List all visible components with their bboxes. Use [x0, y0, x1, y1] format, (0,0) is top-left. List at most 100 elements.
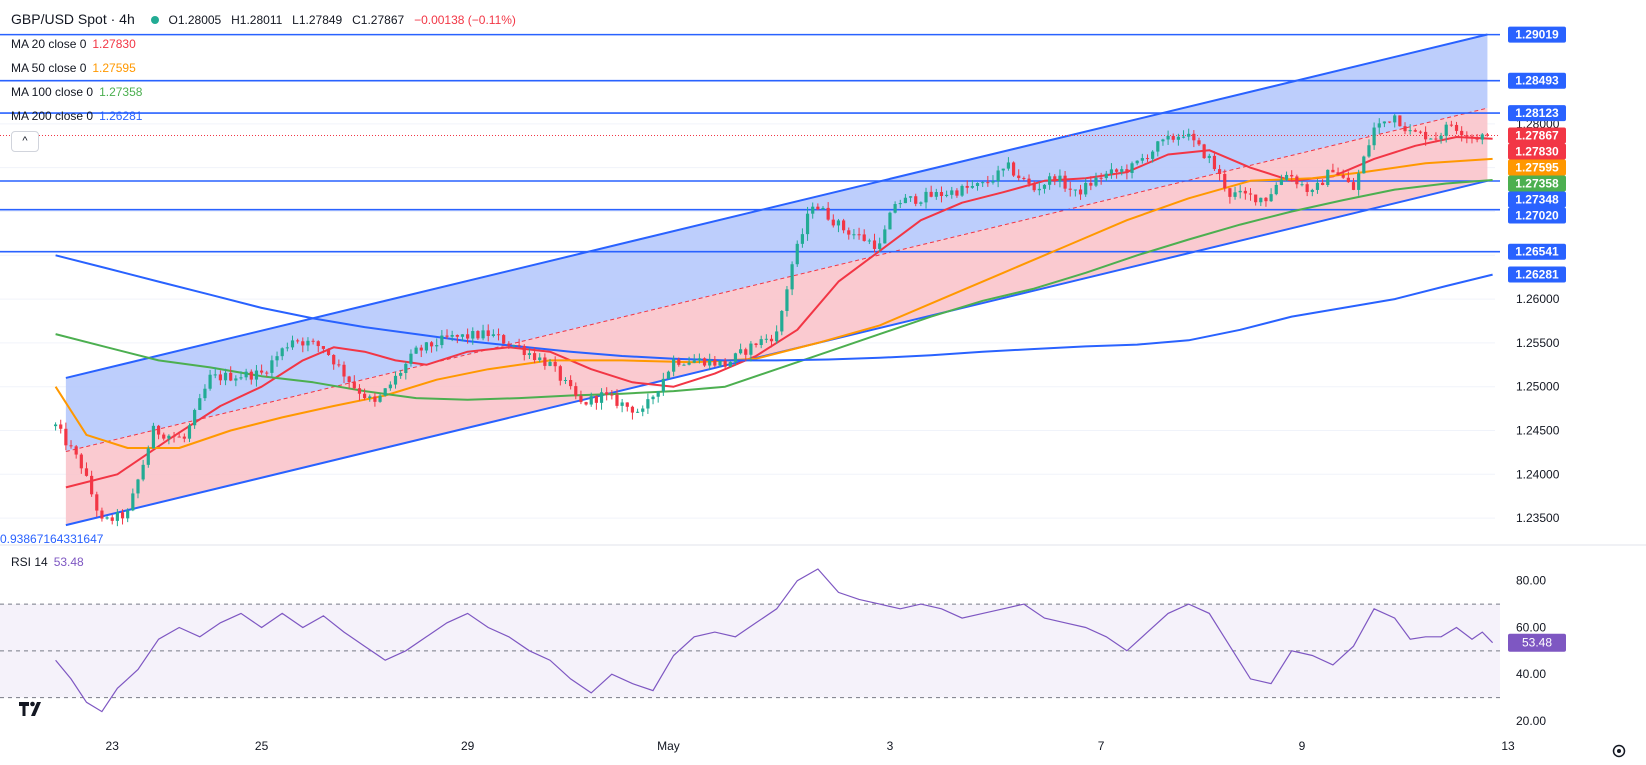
candle-body[interactable] — [1387, 121, 1392, 123]
candle-body[interactable] — [718, 360, 722, 366]
candle-body[interactable] — [620, 402, 624, 406]
candle-body[interactable] — [1274, 184, 1278, 195]
candle-body[interactable] — [249, 371, 253, 380]
candle-body[interactable] — [692, 360, 696, 363]
candle-body[interactable] — [836, 220, 841, 226]
candle-body[interactable] — [785, 289, 789, 311]
candle-body[interactable] — [326, 348, 331, 355]
candle-body[interactable] — [975, 183, 980, 186]
candle-body[interactable] — [558, 366, 562, 381]
price-label-badge[interactable] — [1508, 266, 1566, 283]
candle-body[interactable] — [723, 360, 727, 367]
candle-body[interactable] — [996, 170, 1000, 182]
candle-body[interactable] — [1120, 169, 1124, 172]
candle-body[interactable] — [450, 334, 454, 337]
candle-body[interactable] — [1166, 135, 1170, 140]
candle-body[interactable] — [193, 409, 197, 426]
candle-body[interactable] — [223, 372, 228, 381]
candle-body[interactable] — [1403, 126, 1407, 132]
candle-body[interactable] — [404, 363, 408, 373]
candle-body[interactable] — [888, 212, 892, 230]
ma-line-ma100[interactable] — [55, 179, 1493, 401]
candle-body[interactable] — [615, 394, 619, 406]
candle-body[interactable] — [1140, 158, 1144, 161]
candle-body[interactable] — [311, 340, 315, 342]
candle-body[interactable] — [553, 361, 557, 367]
legend-ma20[interactable]: MA 20 close 0 1.27830 — [11, 37, 142, 51]
candle-body[interactable] — [1001, 168, 1005, 171]
price-label-badge[interactable] — [1508, 127, 1566, 144]
candle-body[interactable] — [59, 424, 63, 429]
candle-body[interactable] — [409, 353, 413, 364]
settings-gear-icon[interactable] — [1612, 744, 1626, 758]
candle-body[interactable] — [569, 379, 573, 387]
price-label-badge[interactable] — [1508, 175, 1566, 192]
candle-body[interactable] — [1382, 121, 1387, 124]
candle-body[interactable] — [306, 340, 310, 346]
rsi-line[interactable] — [55, 568, 1494, 713]
candle-body[interactable] — [1161, 139, 1165, 142]
candle-body[interactable] — [1259, 197, 1263, 203]
candle-body[interactable] — [1187, 133, 1191, 137]
candle-body[interactable] — [656, 391, 660, 397]
candle-body[interactable] — [1300, 184, 1304, 186]
candle-body[interactable] — [296, 340, 300, 342]
candle-body[interactable] — [1290, 174, 1294, 177]
candle-body[interactable] — [1269, 194, 1273, 202]
candle-body[interactable] — [239, 377, 243, 379]
candle-body[interactable] — [800, 234, 804, 244]
candle-body[interactable] — [543, 357, 547, 366]
price-label-badge[interactable] — [1508, 159, 1566, 176]
candle-body[interactable] — [641, 408, 645, 412]
candle-body[interactable] — [831, 219, 835, 226]
candle-body[interactable] — [878, 243, 882, 249]
candle-body[interactable] — [79, 454, 83, 469]
candle-body[interactable] — [883, 229, 887, 244]
candle-body[interactable] — [1485, 134, 1490, 136]
candle-body[interactable] — [1475, 138, 1479, 140]
candle-body[interactable] — [476, 331, 480, 339]
candle-body[interactable] — [867, 240, 871, 242]
candle-body[interactable] — [363, 393, 367, 399]
candle-body[interactable] — [131, 493, 135, 511]
candle-body[interactable] — [960, 185, 964, 196]
candle-body[interactable] — [1130, 163, 1134, 173]
candle-body[interactable] — [167, 435, 171, 439]
candle-body[interactable] — [914, 196, 918, 204]
candle-body[interactable] — [739, 349, 743, 354]
candle-body[interactable] — [790, 264, 794, 290]
candle-body[interactable] — [548, 361, 552, 366]
candle-body[interactable] — [388, 384, 392, 389]
candle-body[interactable] — [955, 190, 959, 196]
candle-body[interactable] — [584, 402, 588, 405]
candle-body[interactable] — [1068, 188, 1072, 190]
candle-body[interactable] — [795, 243, 799, 265]
candle-body[interactable] — [1418, 131, 1423, 133]
candle-body[interactable] — [1181, 136, 1186, 138]
candle-body[interactable] — [625, 402, 629, 407]
candle-body[interactable] — [1011, 162, 1016, 176]
candle-body[interactable] — [811, 206, 815, 214]
candle-body[interactable] — [1073, 189, 1077, 191]
candle-body[interactable] — [1207, 155, 1211, 159]
candle-body[interactable] — [1326, 169, 1330, 185]
candle-body[interactable] — [929, 191, 933, 197]
candle-body[interactable] — [749, 343, 753, 355]
candle-body[interactable] — [502, 335, 506, 344]
candle-body[interactable] — [1171, 135, 1175, 140]
candle-body[interactable] — [126, 510, 130, 519]
candle-body[interactable] — [429, 342, 434, 347]
candle-body[interactable] — [110, 517, 114, 521]
candle-body[interactable] — [981, 182, 985, 184]
candle-body[interactable] — [208, 374, 212, 389]
candle-body[interactable] — [599, 392, 604, 403]
candle-body[interactable] — [610, 394, 614, 396]
candle-body[interactable] — [1398, 115, 1402, 127]
candle-body[interactable] — [1254, 194, 1258, 203]
candle-body[interactable] — [1243, 190, 1247, 194]
candle-body[interactable] — [857, 234, 861, 236]
candle-body[interactable] — [872, 240, 877, 249]
candle-body[interactable] — [965, 185, 969, 188]
candle-body[interactable] — [728, 361, 732, 367]
